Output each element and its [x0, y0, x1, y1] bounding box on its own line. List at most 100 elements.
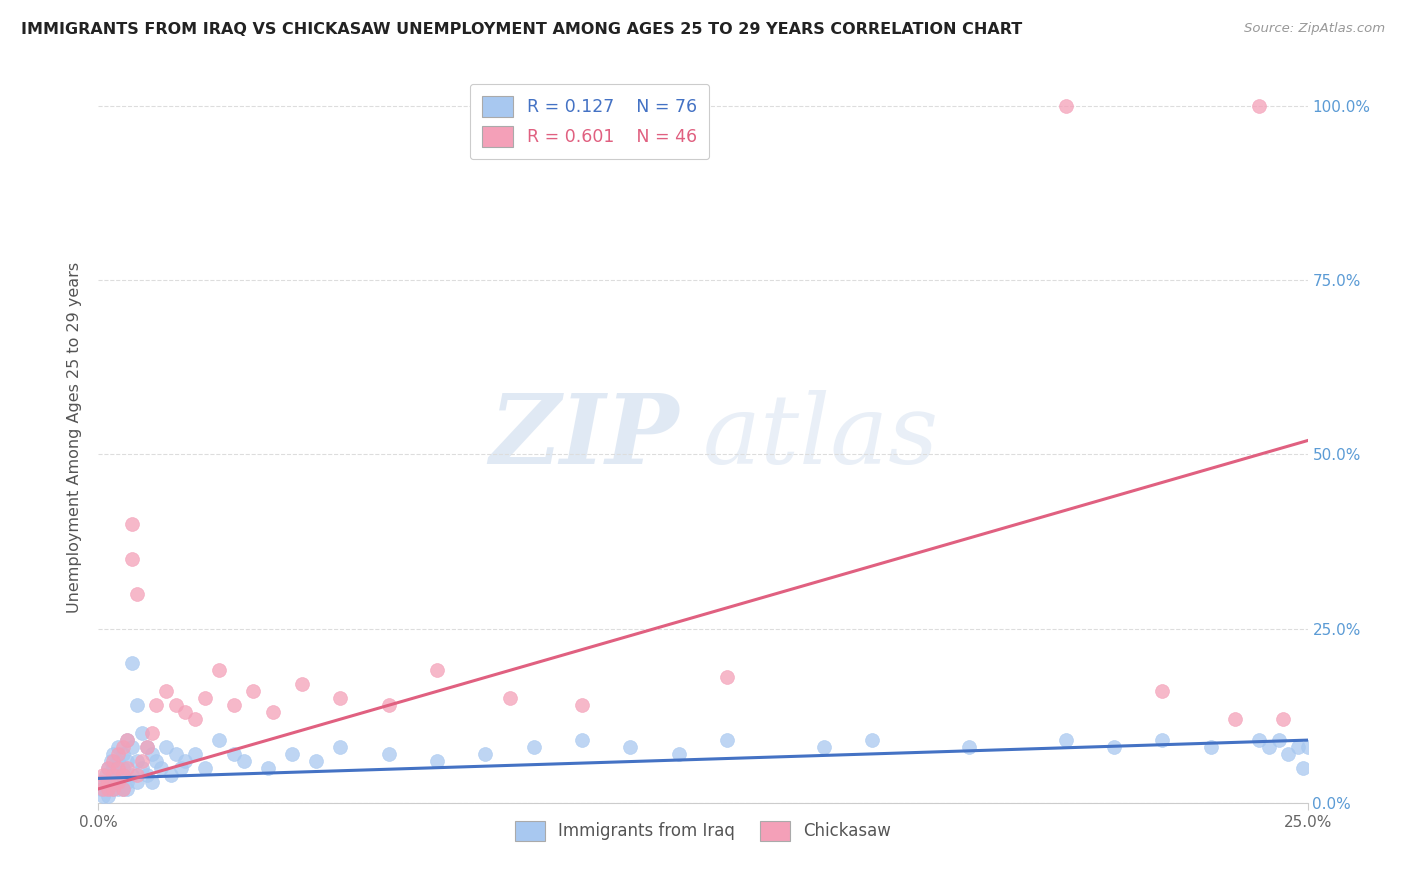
Point: [121, 552, 143, 566]
Point: [377, 698, 399, 713]
Point: [1296, 740, 1319, 755]
Point: [101, 747, 124, 761]
Point: [107, 747, 129, 761]
Point: [716, 670, 738, 684]
Point: [290, 677, 312, 691]
Point: [91, 789, 114, 803]
Point: [121, 740, 143, 755]
Point: [111, 747, 134, 761]
Point: [145, 754, 167, 768]
Point: [571, 733, 593, 747]
Point: [165, 698, 187, 713]
Point: [1286, 740, 1309, 755]
Legend: Immigrants from Iraq, Chickasaw: Immigrants from Iraq, Chickasaw: [506, 813, 900, 849]
Point: [145, 698, 167, 713]
Point: [1267, 733, 1289, 747]
Point: [135, 740, 157, 755]
Point: [222, 747, 245, 761]
Point: [208, 733, 231, 747]
Point: [101, 768, 124, 782]
Point: [107, 754, 129, 768]
Point: [141, 747, 163, 761]
Point: [131, 726, 153, 740]
Point: [1277, 747, 1299, 761]
Point: [135, 768, 157, 782]
Point: [160, 768, 183, 782]
Point: [426, 664, 449, 678]
Point: [131, 761, 153, 775]
Point: [107, 781, 129, 796]
Point: [97, 781, 120, 796]
Text: Source: ZipAtlas.com: Source: ZipAtlas.com: [1244, 22, 1385, 36]
Point: [91, 781, 114, 796]
Point: [141, 775, 163, 789]
Point: [107, 740, 129, 755]
Point: [101, 781, 124, 796]
Point: [208, 664, 231, 678]
Point: [1152, 684, 1174, 698]
Point: [117, 781, 139, 796]
Point: [97, 789, 120, 803]
Point: [97, 775, 120, 789]
Point: [100, 754, 122, 768]
Point: [169, 761, 191, 775]
Point: [1054, 733, 1077, 747]
Point: [101, 775, 124, 789]
Point: [91, 775, 114, 789]
Point: [1272, 712, 1295, 726]
Point: [141, 726, 163, 740]
Point: [97, 761, 120, 775]
Point: [117, 775, 139, 789]
Point: [1102, 740, 1125, 755]
Point: [90, 781, 112, 796]
Point: [165, 747, 187, 761]
Point: [305, 754, 328, 768]
Point: [111, 768, 134, 782]
Point: [121, 657, 143, 671]
Point: [194, 761, 217, 775]
Point: [111, 781, 134, 796]
Point: [121, 768, 143, 782]
Text: atlas: atlas: [703, 390, 939, 484]
Point: [281, 747, 304, 761]
Point: [121, 517, 143, 532]
Point: [107, 761, 129, 775]
Point: [111, 740, 134, 755]
Point: [222, 698, 245, 713]
Point: [90, 775, 112, 789]
Point: [111, 781, 134, 796]
Point: [127, 587, 149, 601]
Point: [1249, 99, 1271, 113]
Point: [498, 691, 520, 706]
Point: [127, 768, 149, 782]
Point: [1054, 99, 1077, 113]
Point: [117, 733, 139, 747]
Point: [426, 754, 449, 768]
Point: [377, 747, 399, 761]
Point: [232, 754, 254, 768]
Point: [1152, 733, 1174, 747]
Point: [131, 754, 153, 768]
Y-axis label: Unemployment Among Ages 25 to 29 years: Unemployment Among Ages 25 to 29 years: [67, 261, 83, 613]
Point: [94, 768, 117, 782]
Point: [329, 740, 352, 755]
Point: [242, 684, 264, 698]
Point: [668, 747, 690, 761]
Point: [127, 754, 149, 768]
Point: [101, 754, 124, 768]
Text: ZIP: ZIP: [489, 390, 679, 484]
Point: [97, 761, 120, 775]
Point: [571, 698, 593, 713]
Point: [107, 775, 129, 789]
Point: [194, 691, 217, 706]
Point: [813, 740, 835, 755]
Point: [329, 691, 352, 706]
Point: [1223, 712, 1246, 726]
Point: [1249, 733, 1271, 747]
Point: [101, 761, 124, 775]
Point: [127, 775, 149, 789]
Point: [716, 733, 738, 747]
Point: [174, 754, 197, 768]
Point: [256, 761, 278, 775]
Point: [860, 733, 883, 747]
